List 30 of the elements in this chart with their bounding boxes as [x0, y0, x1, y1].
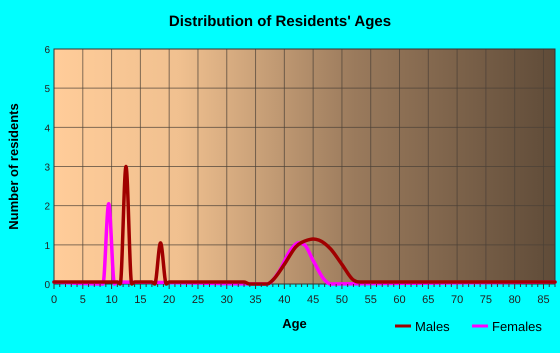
y-tick-label: 0 — [44, 280, 50, 291]
x-tick-label: 65 — [422, 294, 434, 306]
x-tick-label: 20 — [163, 294, 176, 306]
x-tick-label: 70 — [450, 294, 464, 306]
x-tick-label: 15 — [134, 294, 147, 306]
legend-label: Males — [415, 319, 450, 334]
x-axis-title: Age — [282, 316, 307, 331]
x-tick-label: 60 — [393, 294, 406, 306]
y-tick-label: 1 — [44, 240, 50, 252]
y-axis-title: Number of residents — [6, 103, 21, 230]
x-tick-label: 10 — [105, 294, 118, 306]
y-tick-label: 4 — [44, 123, 50, 134]
x-tick-label: 40 — [278, 294, 290, 306]
x-tick-label: 45 — [307, 294, 320, 306]
chart-title: Distribution of Residents' Ages — [168, 13, 392, 30]
y-tick-label: 6 — [44, 45, 50, 56]
x-tick-label: 35 — [249, 294, 262, 306]
x-tick-label: 55 — [364, 294, 377, 306]
x-tick-label: 75 — [480, 294, 492, 306]
x-tick-label: 80 — [508, 294, 521, 306]
line-series — [52, 164, 557, 286]
x-tick-label: 5 — [80, 294, 86, 306]
y-tick-label: 2 — [44, 202, 50, 213]
x-tick-label: 30 — [220, 294, 233, 306]
x-tick-label: 50 — [336, 294, 348, 306]
x-tick-label: 25 — [192, 294, 204, 306]
legend-label: Females — [492, 319, 542, 334]
x-tick-label: 85 — [537, 294, 550, 306]
y-tick-label: 3 — [44, 162, 50, 174]
y-tick-label: 5 — [44, 84, 50, 96]
